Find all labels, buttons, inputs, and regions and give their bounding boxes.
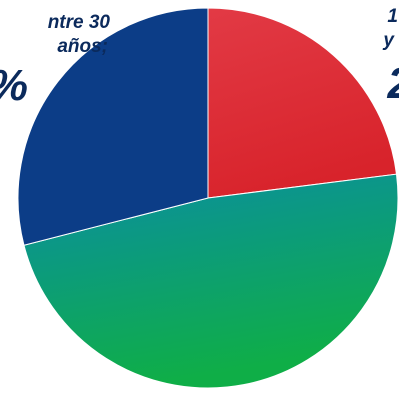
- slice-label: y: [382, 30, 395, 51]
- slice-label: años;: [57, 36, 108, 57]
- pie-slice: [17, 7, 209, 246]
- pie-slice: [207, 7, 398, 199]
- slice-label: 1: [387, 6, 398, 27]
- slice-value-label: 2: [387, 59, 399, 108]
- pie-slice: [23, 173, 399, 389]
- slice-value-label: %: [0, 61, 28, 110]
- slice-label: ntre 30: [48, 12, 111, 33]
